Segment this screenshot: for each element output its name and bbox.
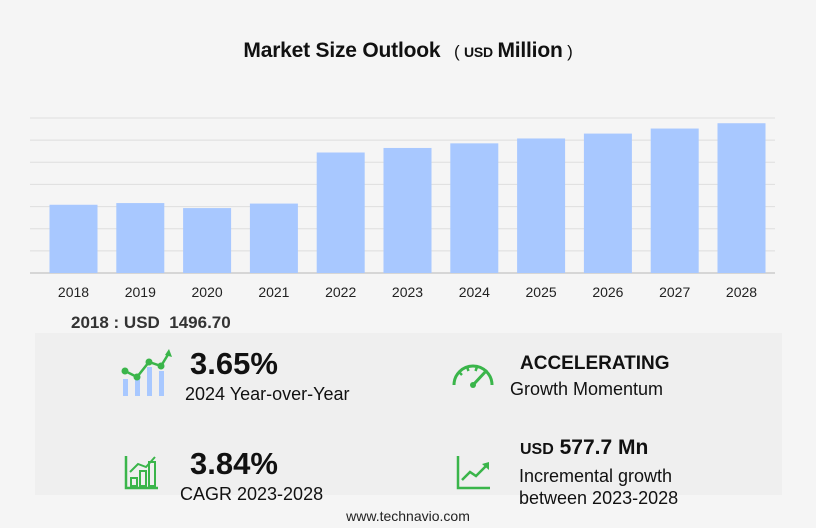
x-tick-label: 2018	[58, 284, 89, 300]
bar-2027	[650, 128, 699, 273]
bar-growth-icon	[124, 456, 158, 490]
bar-chart: 2018 2019 2020 2021 2022 2023 2024 2025 2026 2027…	[30, 117, 775, 300]
bar-2019	[116, 203, 165, 273]
chart-title: Market Size Outlook ( USD Million )	[0, 39, 816, 63]
source-link[interactable]: www.technavio.com	[346, 508, 470, 524]
x-tick-label: 2026	[592, 284, 623, 300]
title-unit: ( USD Million )	[453, 39, 573, 62]
base-year-value: 2018 : USD 1496.70	[71, 313, 231, 332]
incremental-caption-line1: Incremental growth	[519, 466, 673, 486]
bar-2025	[517, 138, 566, 273]
bar-2023	[383, 147, 432, 273]
x-tick-label: 2028	[726, 284, 757, 300]
x-tick-label: 2019	[125, 284, 156, 300]
momentum-caption: Growth Momentum	[510, 379, 664, 399]
x-tick-label: 2027	[659, 284, 690, 300]
x-tick-label: 2025	[526, 284, 557, 300]
cagr-caption: CAGR 2023-2028	[180, 484, 324, 504]
growth-chart-icon	[121, 349, 172, 396]
bar-2020	[183, 208, 232, 273]
bar-2021	[249, 203, 298, 273]
stats-panel	[35, 333, 782, 495]
cagr-value: 3.84%	[190, 446, 278, 481]
bar-2028	[717, 123, 766, 273]
x-tick-label: 2024	[459, 284, 490, 300]
trend-up-icon	[456, 456, 490, 490]
bar-2026	[583, 133, 632, 273]
x-tick-label: 2022	[325, 284, 356, 300]
yoy-caption: 2024 Year-over-Year	[185, 384, 350, 404]
x-tick-label: 2023	[392, 284, 423, 300]
speedometer-icon	[452, 364, 494, 388]
title-main: Market Size Outlook	[243, 39, 441, 62]
yoy-value: 3.65%	[190, 346, 278, 381]
x-tick-label: 2021	[258, 284, 289, 300]
incremental-head: USD 577.7 Mn	[520, 436, 649, 459]
bar-2024	[450, 143, 499, 273]
bar-2022	[316, 152, 365, 273]
momentum-head: ACCELERATING	[520, 353, 670, 374]
bar-2018	[49, 204, 98, 273]
incremental-caption-line2: between 2023-2028	[519, 488, 679, 508]
x-tick-label: 2020	[192, 284, 223, 300]
